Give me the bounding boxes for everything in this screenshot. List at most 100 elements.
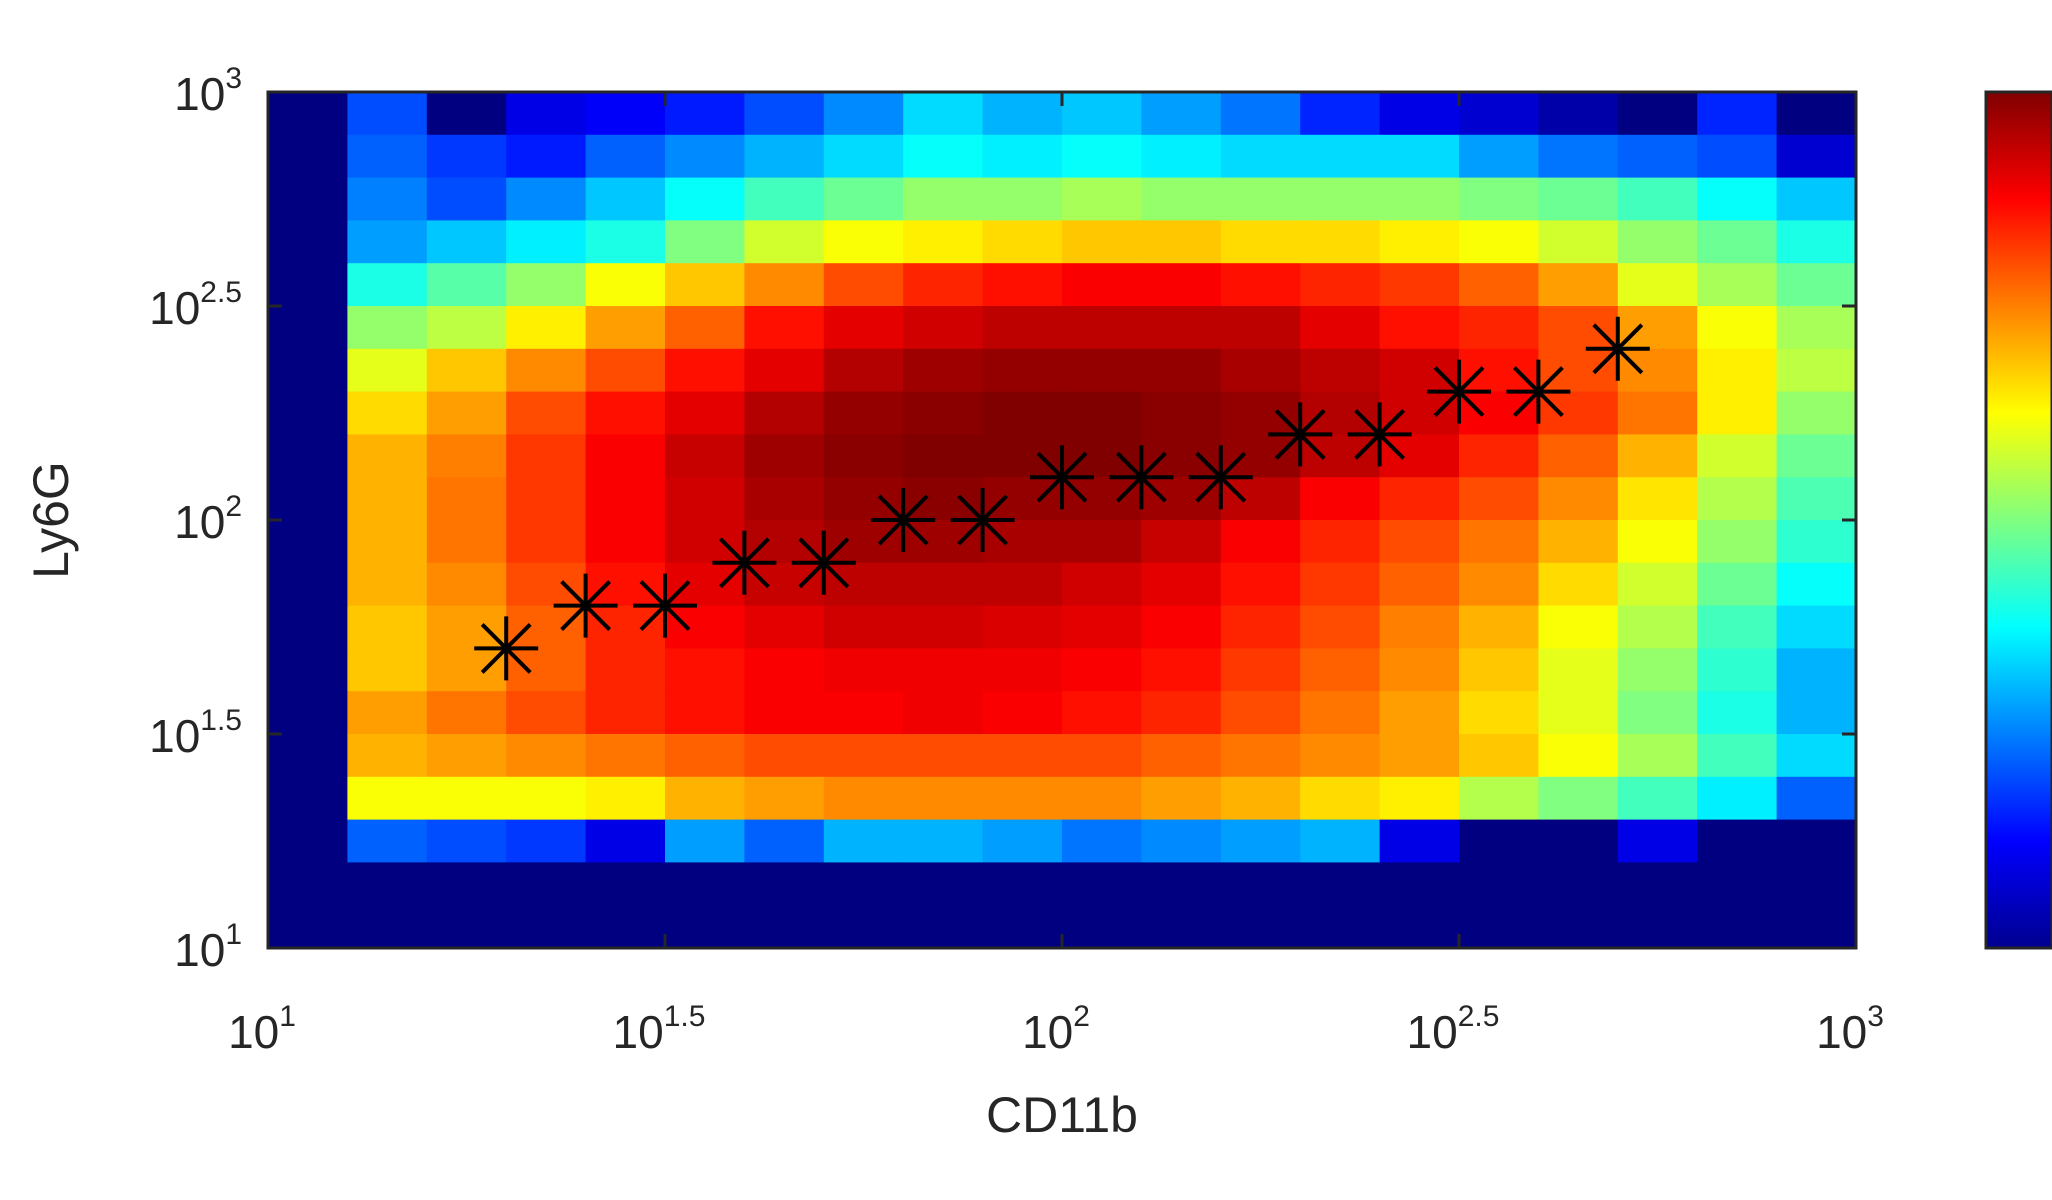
x-axis-label: CD11b: [986, 1087, 1138, 1143]
heatmap-cell: [1538, 220, 1619, 264]
heatmap-cell: [585, 134, 666, 179]
heatmap-cell: [585, 391, 666, 435]
heatmap-cell: [1220, 562, 1301, 607]
heatmap-cell: [982, 434, 1063, 478]
heatmap-cell: [823, 819, 904, 863]
heatmap-cell: [1300, 648, 1381, 692]
x-tick-labels: 101 101.5 102 102.5 103: [228, 1000, 1884, 1058]
heatmap-cell: [347, 306, 428, 350]
heatmap-cell: [1459, 605, 1539, 649]
heatmap-cell: [426, 477, 507, 521]
heatmap-cell: [744, 134, 825, 179]
heatmap-cell: [903, 862, 984, 906]
heatmap-cell: [1300, 177, 1381, 221]
heatmap-cell: [1379, 134, 1460, 179]
heatmap-cell: [268, 134, 348, 179]
heatmap-cell: [268, 477, 348, 521]
heatmap-cell: [1062, 605, 1142, 649]
heatmap-cell: [1538, 263, 1619, 307]
heatmap-cell: [1379, 862, 1460, 906]
heatmap-cell: [347, 776, 428, 821]
heatmap-cell: [1300, 134, 1381, 179]
heatmap-cell: [1459, 648, 1539, 692]
heatmap-cell: [665, 263, 745, 307]
heatmap-cell: [347, 734, 428, 778]
heatmap-cell: [506, 776, 587, 821]
heatmap-cell: [982, 562, 1063, 607]
heatmap-cell: [426, 648, 507, 692]
heatmap-cell: [1379, 776, 1460, 821]
y-tick-label: 102: [174, 490, 242, 548]
heatmap-cell: [585, 648, 666, 692]
heatmap-cell: [585, 306, 666, 350]
heatmap-cell: [744, 648, 825, 692]
heatmap-cell: [268, 905, 348, 949]
heatmap-cell: [1062, 134, 1142, 179]
heatmap-cell: [744, 391, 825, 435]
heatmap-cell: [1141, 434, 1222, 478]
heatmap-cell: [1062, 92, 1142, 136]
heatmap-cell: [1538, 905, 1619, 949]
heatmap-cell: [903, 691, 984, 735]
heatmap-cell: [1459, 776, 1539, 821]
heatmap-cell: [1776, 648, 1857, 692]
heatmap-cell: [1379, 263, 1460, 307]
heatmap-cell: [744, 605, 825, 649]
heatmap-cell: [1379, 648, 1460, 692]
heatmap-cell: [1776, 562, 1857, 607]
heatmap-cell: [1776, 391, 1857, 435]
heatmap-cell: [744, 434, 825, 478]
heatmap-cell: [1300, 520, 1381, 564]
heatmap-cell: [823, 648, 904, 692]
heatmap-cell: [426, 776, 507, 821]
heatmap-cell: [903, 605, 984, 649]
heatmap-cell: [823, 477, 904, 521]
heatmap-cell: [665, 520, 745, 564]
heatmap-cell: [506, 734, 587, 778]
heatmap-cell: [1617, 520, 1698, 564]
heatmap-cell: [1617, 220, 1698, 264]
heatmap-cell: [665, 734, 745, 778]
heatmap-cell: [1300, 905, 1381, 949]
heatmap-cell: [1776, 477, 1857, 521]
heatmap-cell: [1776, 776, 1857, 821]
heatmap-cell: [1538, 862, 1619, 906]
heatmap-cell: [1617, 348, 1698, 393]
heatmap-cell: [1300, 819, 1381, 863]
heatmap-cell: [426, 391, 507, 435]
heatmap-cell: [506, 648, 587, 692]
heatmap-cell: [823, 520, 904, 564]
heatmap-cell: [347, 220, 428, 264]
heatmap-cell: [1141, 819, 1222, 863]
heatmap-cell: [1220, 391, 1301, 435]
heatmap-cell: [1459, 520, 1539, 564]
heatmap-cell: [1459, 819, 1539, 863]
heatmap-cell: [1776, 520, 1857, 564]
heatmap-cell: [1220, 648, 1301, 692]
heatmap-cell: [1697, 220, 1778, 264]
heatmap-cell: [744, 562, 825, 607]
heatmap-cell: [982, 263, 1063, 307]
axis-ticks: [266, 90, 1858, 950]
heatmap-cell: [1220, 691, 1301, 735]
heatmap-cell: [1062, 348, 1142, 393]
heatmap-cell: [1776, 177, 1857, 221]
heatmap-cell: [585, 734, 666, 778]
heatmap-cell: [823, 177, 904, 221]
heatmap-cell: [823, 263, 904, 307]
heatmap-cell: [585, 92, 666, 136]
heatmap-cell: [1697, 819, 1778, 863]
heatmap-cell: [426, 92, 507, 136]
heatmap-cell: [982, 220, 1063, 264]
median-marker: [1427, 359, 1491, 424]
heatmap-cell: [506, 862, 587, 906]
heatmap-cell: [982, 306, 1063, 350]
median-marker: [1347, 402, 1412, 467]
heatmap-cell: [1617, 776, 1698, 821]
heatmap-cell: [347, 520, 428, 564]
heatmap-cell: [1141, 92, 1222, 136]
heatmap-cell: [1617, 734, 1698, 778]
heatmap-cell: [1062, 220, 1142, 264]
heatmap-cell: [1617, 477, 1698, 521]
heatmap-cell: [1776, 691, 1857, 735]
